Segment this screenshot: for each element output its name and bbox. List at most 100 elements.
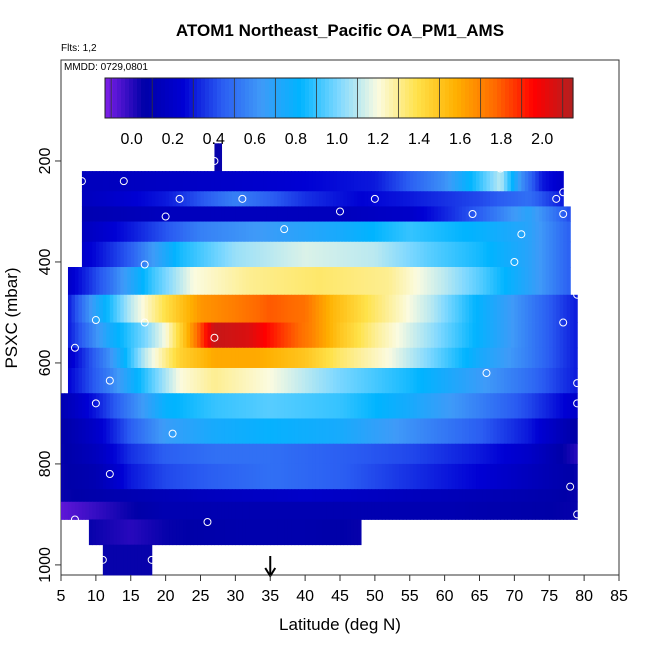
heatmap-cell [545, 347, 550, 369]
heatmap-cell [326, 393, 331, 419]
heatmap-cell [109, 294, 114, 323]
heatmap-cell [155, 171, 160, 192]
colorbar-cell [469, 78, 474, 118]
heatmap-cell [514, 463, 519, 490]
heatmap-cell [176, 322, 181, 349]
heatmap-cell [465, 393, 470, 419]
heatmap-cell [231, 347, 236, 369]
heatmap-cell [158, 221, 163, 243]
heatmap-cell [340, 191, 345, 207]
heatmap-cell [392, 241, 397, 268]
heatmap-cell [106, 418, 111, 445]
heatmap-cell [489, 241, 495, 268]
heatmap-cell [486, 322, 491, 349]
heatmap-cell [123, 501, 128, 520]
heatmap-cell [252, 294, 257, 323]
heatmap-cell [476, 463, 481, 490]
heatmap-cell [462, 191, 467, 207]
heatmap-cell [476, 393, 481, 419]
heatmap-cell [340, 322, 345, 349]
heatmap-cell [144, 267, 149, 296]
heatmap-cell [455, 241, 460, 268]
heatmap-cell [137, 347, 142, 369]
heatmap-cell [549, 206, 554, 222]
heatmap-cell [524, 171, 529, 192]
colorbar-cell [509, 78, 514, 118]
heatmap-cell [256, 463, 261, 490]
heatmap-cell [371, 443, 376, 465]
heatmap-cell [224, 171, 229, 192]
heatmap-cell [273, 267, 278, 296]
heatmap-cell [434, 347, 439, 369]
heatmap-cell [406, 347, 411, 369]
heatmap-cell [183, 221, 188, 243]
heatmap-cell [169, 171, 174, 192]
heatmap-cell [315, 393, 320, 419]
heatmap-cell [444, 367, 449, 394]
heatmap-cell [357, 267, 362, 296]
heatmap-cell [430, 501, 435, 520]
heatmap-cell [531, 463, 536, 490]
heatmap-cell [308, 241, 313, 268]
heatmap-cell [385, 191, 390, 207]
heatmap-cell [395, 191, 400, 207]
heatmap-cell [545, 463, 550, 490]
heatmap-cell [472, 501, 477, 520]
heatmap-cell [130, 322, 135, 349]
heatmap-cell [552, 206, 557, 222]
heatmap-cell [242, 322, 247, 349]
heatmap-cell [434, 241, 439, 268]
heatmap-cell [134, 463, 139, 490]
heatmap-cell [521, 501, 526, 520]
heatmap-cell [326, 463, 331, 490]
heatmap-cell [256, 519, 261, 546]
heatmap-cell [326, 267, 331, 296]
heatmap-cell [346, 241, 352, 268]
heatmap-cell [353, 367, 359, 394]
heatmap-cell [528, 501, 533, 520]
heatmap-cell [252, 221, 257, 243]
colorbar-cell [521, 78, 526, 118]
heatmap-cell [228, 443, 233, 465]
sample-point [70, 515, 79, 524]
heatmap-cell [144, 489, 149, 503]
heatmap-cell [287, 443, 292, 465]
heatmap-cell [238, 347, 243, 369]
heatmap-cell [329, 463, 334, 490]
heatmap-cell [123, 322, 128, 349]
heatmap-cell [521, 443, 526, 465]
heatmap-cell [245, 221, 250, 243]
heatmap-cell [242, 206, 247, 222]
heatmap-cell [374, 393, 379, 419]
heatmap-cell [329, 267, 334, 296]
heatmap-cell [350, 322, 355, 349]
heatmap-cell [81, 322, 87, 349]
heatmap-cell [510, 171, 515, 192]
heatmap-cell [294, 443, 299, 465]
heatmap-cell [287, 221, 292, 243]
x-axis-label: Latitude (deg N) [279, 615, 401, 634]
heatmap-cell [266, 322, 271, 349]
heatmap-cell [280, 322, 285, 349]
heatmap-cell [503, 418, 508, 445]
heatmap-cell [165, 367, 170, 394]
heatmap-cell [500, 267, 505, 296]
heatmap-cell [99, 367, 104, 394]
heatmap-cell [570, 463, 575, 490]
heatmap-cell [74, 393, 80, 419]
heatmap-cell [486, 191, 491, 207]
heatmap-cell [458, 294, 463, 323]
heatmap-cell [430, 241, 435, 268]
latitude-arrow [264, 556, 277, 578]
heatmap-cell [228, 171, 233, 192]
heatmap-cell [441, 241, 446, 268]
heatmap-cell [280, 367, 285, 394]
heatmap-cell [249, 367, 254, 394]
heatmap-cell [545, 191, 550, 207]
colorbar-cell [401, 78, 406, 118]
heatmap-cell [207, 206, 212, 222]
heatmap-cell [231, 463, 236, 490]
heatmap-cell [123, 171, 128, 192]
heatmap-cell [298, 393, 303, 419]
colorbar-cell [149, 78, 154, 118]
